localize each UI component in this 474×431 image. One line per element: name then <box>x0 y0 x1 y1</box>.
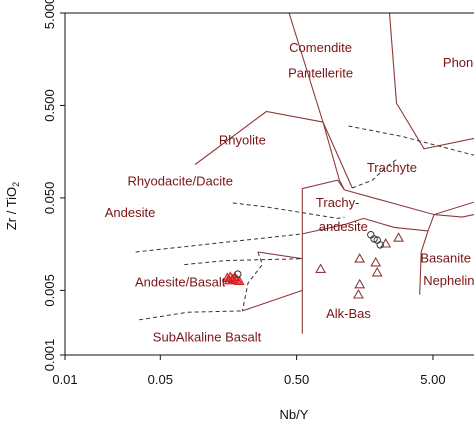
open-triangle-marker-4 <box>370 256 382 267</box>
dashed-boundary-line-2 <box>232 202 345 219</box>
open-circle-marker-0 <box>234 270 242 278</box>
open-circle-marker-4 <box>376 241 384 249</box>
y-tick-label-3: 0.500 <box>42 89 57 122</box>
open-triangle-marker-2 <box>354 278 366 289</box>
y-tick-label-0: 0.001 <box>42 339 57 372</box>
x-axis-title: Nb/Y <box>280 407 309 422</box>
x-tick-label-3: 5.00 <box>420 372 445 387</box>
tick-labels: 0.01 0.05 0.50 5.00 0.001 0.005 0.050 0.500 5.00… <box>42 0 446 387</box>
y-axis-title: Zr / TiO2 <box>4 182 21 230</box>
boundary-line-10 <box>302 217 429 235</box>
open-triangle-marker-5 <box>371 266 383 277</box>
field-label-4: Trachyte <box>367 160 417 175</box>
sample-markers <box>221 231 405 299</box>
field-label-6: Andesite <box>105 205 156 220</box>
dashed-boundary-line-3 <box>135 233 303 253</box>
y-axis-title-main: Zr / TiO <box>4 187 19 230</box>
x-tick-label-1: 0.05 <box>148 372 173 387</box>
boundary-line-4 <box>301 179 345 291</box>
open-triangle-marker-7 <box>393 232 405 242</box>
filled-triangle-marker-4 <box>231 274 243 284</box>
x-tick-label-2: 0.50 <box>284 372 309 387</box>
dashed-boundary-line-5 <box>139 310 243 321</box>
field-label-9: Basanite <box>420 251 471 266</box>
boundary-line-9 <box>257 251 303 260</box>
open-circle-marker-1 <box>367 231 375 239</box>
open-triangle-marker-6 <box>380 238 392 248</box>
field-label-10: Nephelini <box>423 273 474 288</box>
boundary-line-5 <box>344 189 474 216</box>
y-axis-title-subscript: 2 <box>11 182 21 187</box>
field-label-3: Rhyolite <box>219 132 266 147</box>
y-tick-label-1: 0.005 <box>42 274 57 307</box>
dashed-boundary-line-1 <box>352 159 397 189</box>
field-label-13: SubAlkaline Basalt <box>153 330 262 345</box>
dashed-boundary-line-6 <box>241 251 263 311</box>
filled-triangle-marker-5 <box>233 275 245 286</box>
axes <box>64 12 474 356</box>
boundary-line-1 <box>194 110 324 165</box>
boundary-line-3 <box>388 12 474 150</box>
open-triangle-marker-0 <box>315 263 327 273</box>
dashed-boundary-line-4 <box>184 258 303 266</box>
open-triangle-marker-1 <box>354 253 366 263</box>
y-tick-label-4: 5.000 <box>42 0 57 29</box>
field-label-5: Rhyodacite/Dacite <box>127 174 233 189</box>
field-label-11: Andesite/Basalt <box>135 275 226 290</box>
boundary-line-11 <box>242 289 303 312</box>
field-label-7: Trachy- <box>316 195 360 210</box>
field-label-1: Pantellerite <box>288 66 353 81</box>
open-triangle-marker-3 <box>352 288 364 299</box>
y-tick-label-2: 0.050 <box>42 182 57 215</box>
boundary-line-7 <box>434 214 474 218</box>
x-tick-label-0: 0.01 <box>52 372 77 387</box>
boundary-line-2 <box>322 121 353 189</box>
filled-triangle-marker-6 <box>223 274 235 285</box>
boundary-line-6 <box>419 214 435 295</box>
field-boundaries <box>135 12 474 334</box>
field-label-2: Phonolit <box>443 55 474 70</box>
field-label-0: Comendite <box>289 40 352 55</box>
dashed-boundary-line-0 <box>348 125 474 156</box>
field-label-8: andesite <box>319 219 368 234</box>
field-label-12: Alk-Bas <box>326 306 371 321</box>
field-labels: Comendite Pantellerite Phonolit Rhyolite Tra… <box>105 40 474 345</box>
